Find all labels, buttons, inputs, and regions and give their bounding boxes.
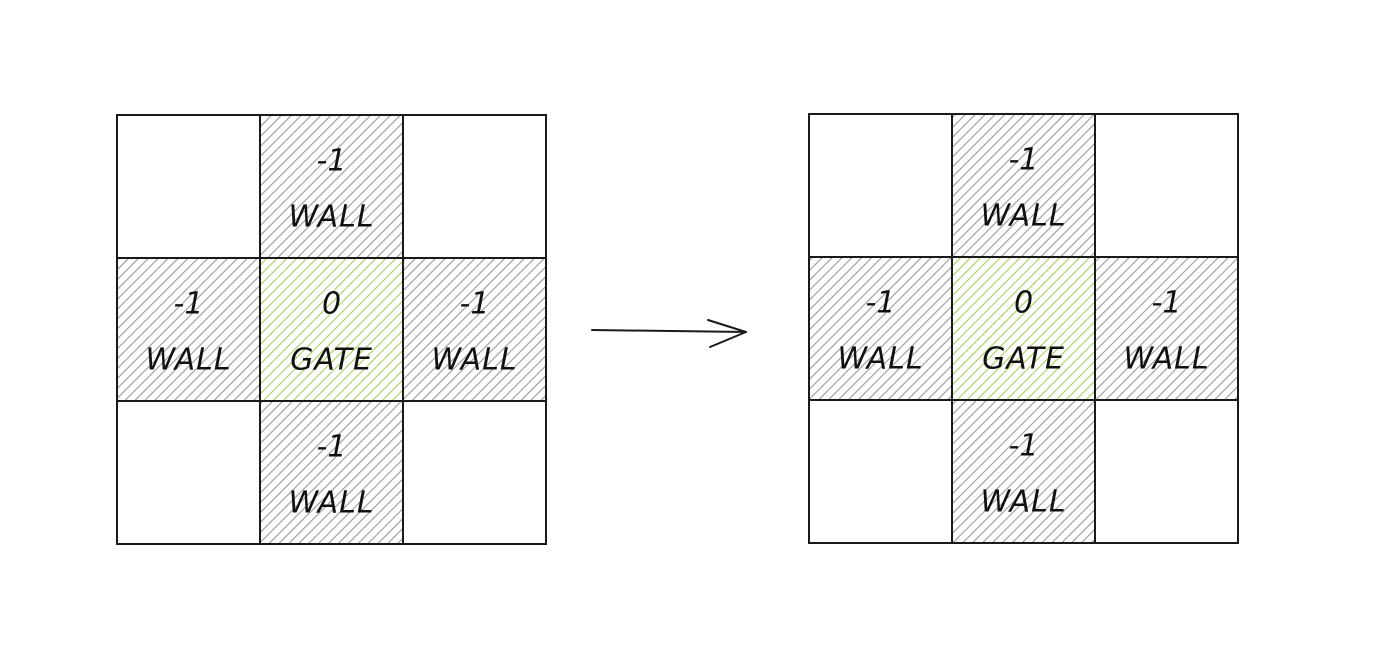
cell-box bbox=[951, 256, 1096, 401]
grid-cell-wall: -1 WALL bbox=[116, 257, 261, 402]
cell-label: WALL bbox=[980, 198, 1066, 233]
cell-value: 0 bbox=[322, 287, 341, 322]
cell-value: -1 bbox=[1009, 143, 1039, 178]
grid-before: -1 WALL -1 WALL 0 GATE -1 WALL -1 WALL bbox=[116, 114, 547, 545]
cell-box bbox=[402, 400, 547, 545]
cell-box bbox=[259, 114, 404, 259]
cell-value: -1 bbox=[460, 287, 490, 322]
cell-value: -1 bbox=[1152, 286, 1182, 321]
cell-label: GATE bbox=[290, 342, 373, 377]
cell-box bbox=[116, 257, 261, 402]
grid-cell-empty bbox=[1094, 113, 1239, 258]
cell-box bbox=[808, 113, 953, 258]
cell-value: -1 bbox=[1009, 429, 1039, 464]
grid-cell-empty bbox=[402, 114, 547, 259]
grid-cell-empty bbox=[1094, 399, 1239, 544]
grid-cell-wall: -1 WALL bbox=[259, 400, 404, 545]
grid-cell-wall: -1 WALL bbox=[402, 257, 547, 402]
cell-box bbox=[808, 256, 953, 401]
grid-cell-empty bbox=[402, 400, 547, 545]
grid-cell-wall: -1 WALL bbox=[808, 256, 953, 401]
cell-box bbox=[1094, 399, 1239, 544]
cell-box bbox=[402, 114, 547, 259]
cell-value: 0 bbox=[1014, 286, 1033, 321]
cell-label: WALL bbox=[1123, 341, 1209, 376]
cell-box bbox=[951, 399, 1096, 544]
grid-cell-empty bbox=[808, 113, 953, 258]
cell-value: -1 bbox=[866, 286, 896, 321]
cell-box bbox=[402, 257, 547, 402]
cell-box bbox=[116, 114, 261, 259]
grid-cell-wall: -1 WALL bbox=[951, 399, 1096, 544]
arrow-right-icon bbox=[591, 319, 747, 348]
cell-box bbox=[1094, 256, 1239, 401]
cell-box bbox=[1094, 113, 1239, 258]
cell-value: -1 bbox=[317, 430, 347, 465]
grid-cell-wall: -1 WALL bbox=[1094, 256, 1239, 401]
cell-value: -1 bbox=[174, 287, 204, 322]
cell-box bbox=[259, 257, 404, 402]
grid-cell-wall: -1 WALL bbox=[259, 114, 404, 259]
cell-box bbox=[951, 113, 1096, 258]
cell-label: WALL bbox=[431, 342, 517, 377]
grid-cell-empty bbox=[116, 114, 261, 259]
cell-box bbox=[808, 399, 953, 544]
cell-box bbox=[116, 400, 261, 545]
cell-label: WALL bbox=[288, 199, 374, 234]
grid-cell-wall: -1 WALL bbox=[951, 113, 1096, 258]
cell-label: WALL bbox=[145, 342, 231, 377]
cell-label: WALL bbox=[837, 341, 923, 376]
grid-cell-gate: 0 GATE bbox=[951, 256, 1096, 401]
grid-cell-empty bbox=[808, 399, 953, 544]
grid-cell-gate: 0 GATE bbox=[259, 257, 404, 402]
grid-after: -1 WALL -1 WALL 0 GATE -1 WALL -1 WALL bbox=[808, 113, 1239, 544]
cell-label: WALL bbox=[980, 484, 1066, 519]
cell-label: WALL bbox=[288, 485, 374, 520]
cell-value: -1 bbox=[317, 144, 347, 179]
cell-box bbox=[259, 400, 404, 545]
grid-cell-empty bbox=[116, 400, 261, 545]
cell-label: GATE bbox=[982, 341, 1065, 376]
